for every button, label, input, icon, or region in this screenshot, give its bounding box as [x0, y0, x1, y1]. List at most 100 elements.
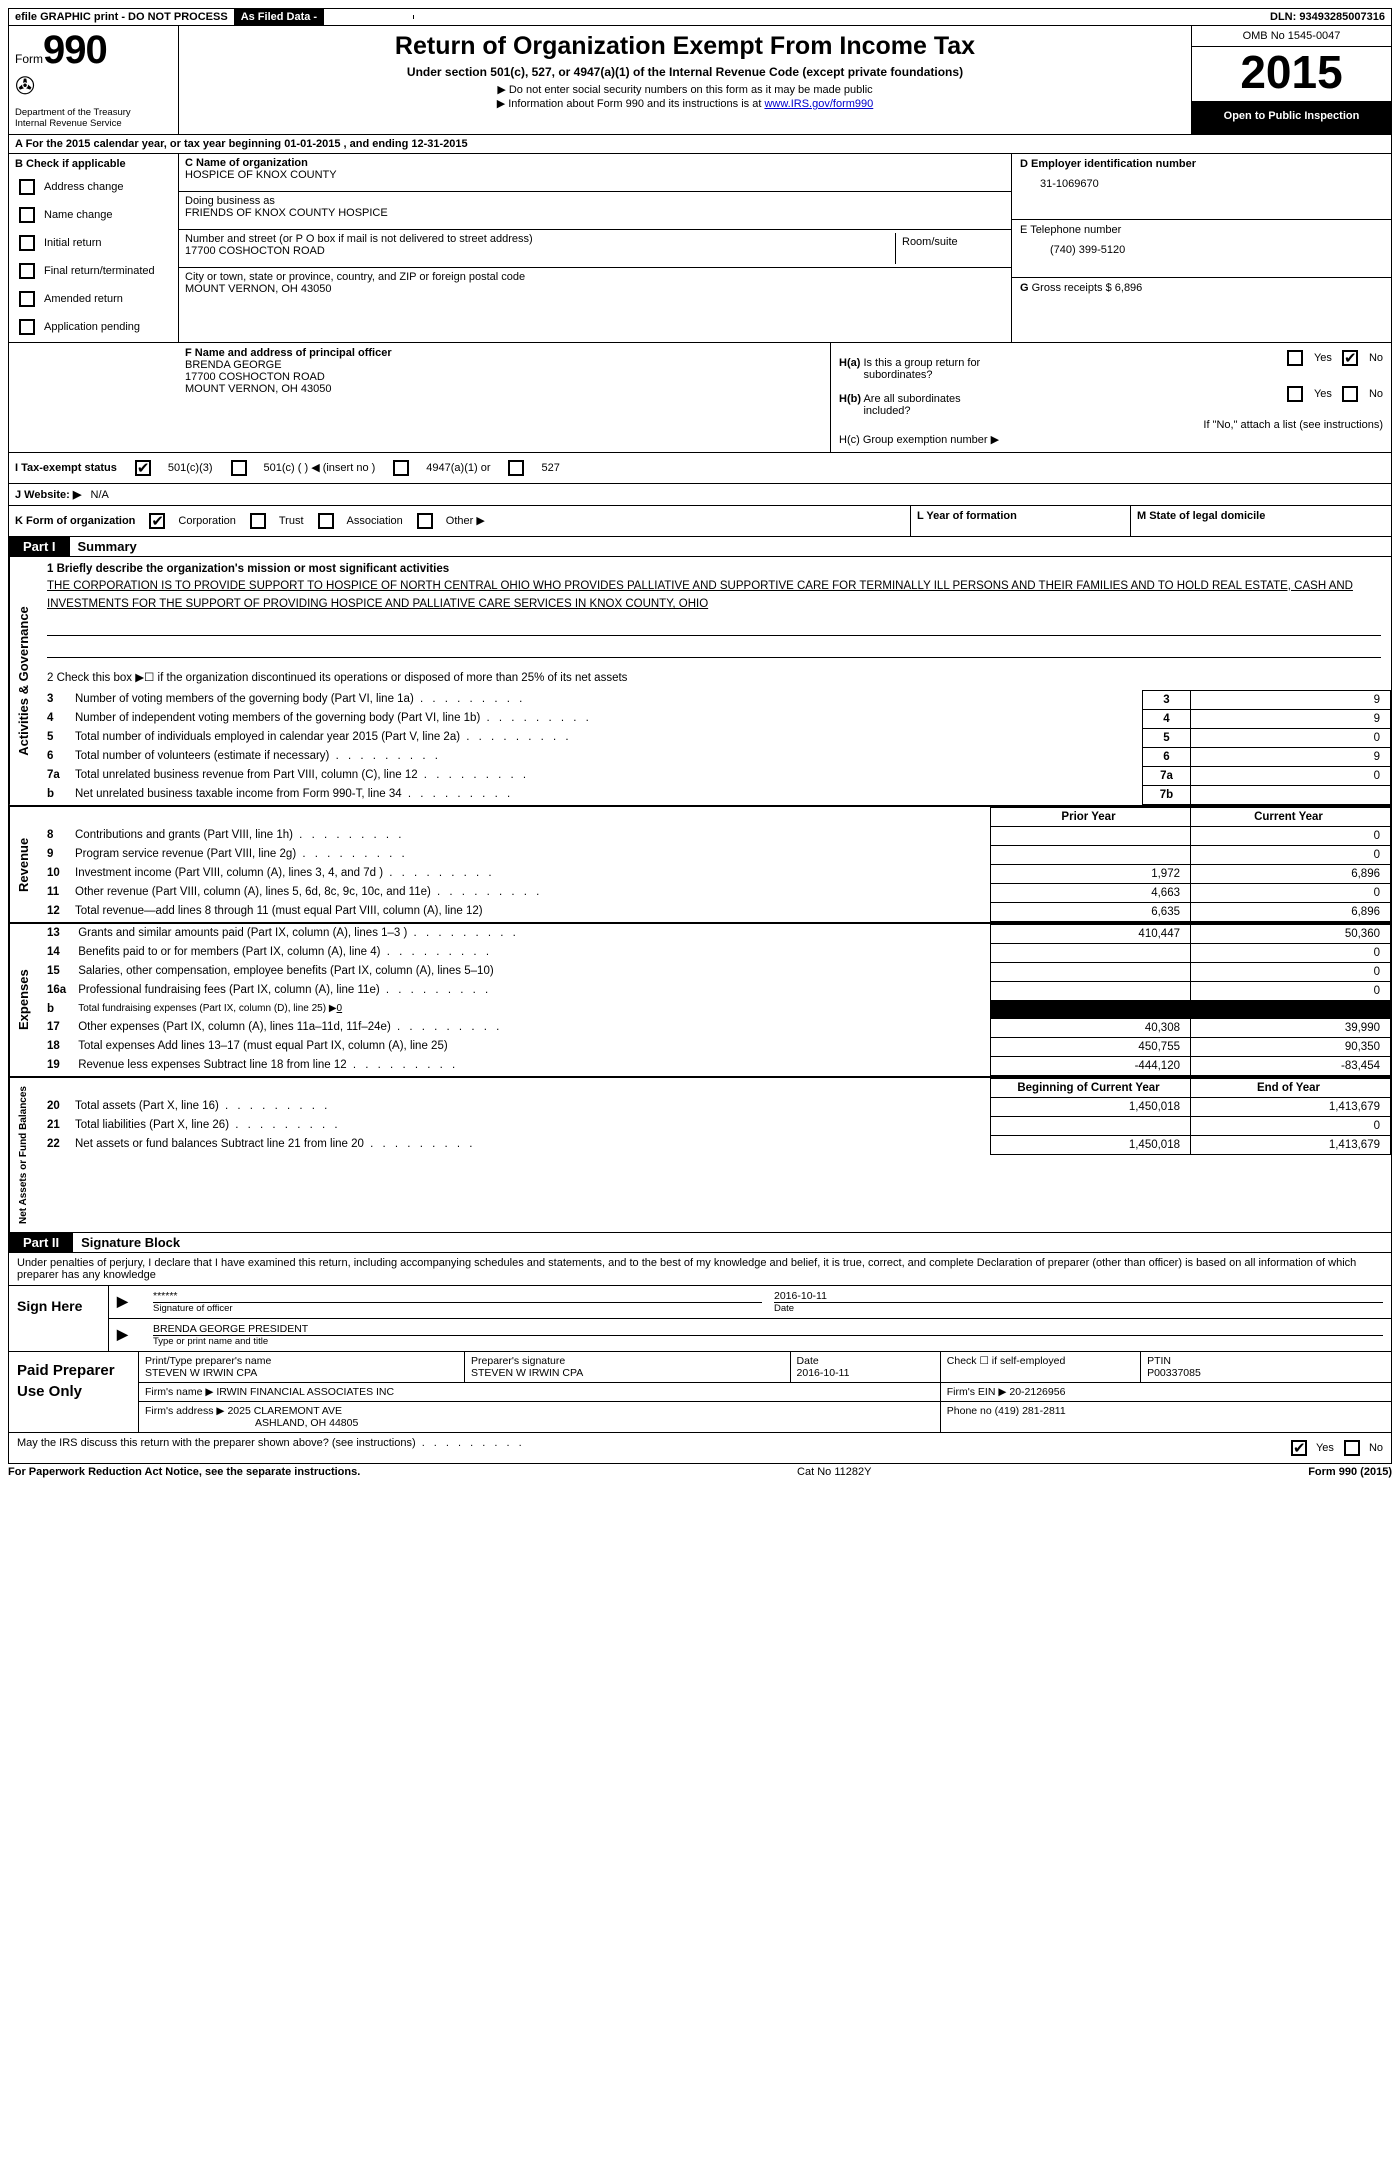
line-20: 20Total assets (Part X, line 16)1,450,01…: [37, 1097, 1391, 1116]
prior-year-hdr: Prior Year: [991, 807, 1191, 826]
line-8-curr: 0: [1191, 826, 1391, 845]
chk-final-return: Final return/terminated: [15, 260, 172, 282]
chk-assoc[interactable]: [318, 513, 334, 529]
discuss-question: May the IRS discuss this return with the…: [17, 1437, 525, 1459]
chk-501c[interactable]: [231, 460, 247, 476]
line-14-curr: 0: [1191, 943, 1391, 962]
chk-4947[interactable]: [393, 460, 409, 476]
ha-no-label: No: [1369, 352, 1383, 364]
section-l: L Year of formation: [911, 506, 1131, 536]
chk-app-pending-label: Application pending: [44, 321, 140, 333]
line-7a-val: 0: [1191, 766, 1391, 785]
chk-initial-return-box[interactable]: [19, 235, 35, 251]
line-7b-desc: Net unrelated business taxable income fr…: [69, 785, 1143, 804]
line-16a-curr: 0: [1191, 981, 1391, 1000]
chk-527[interactable]: [508, 460, 524, 476]
line-8: 8Contributions and grants (Part VIII, li…: [37, 826, 1391, 845]
j-label: J Website: ▶: [15, 489, 81, 501]
line-22: 22Net assets or fund balances Subtract l…: [37, 1135, 1391, 1154]
sig-officer-cell: ****** Signature of officer: [153, 1290, 762, 1314]
firm-addr2: ASHLAND, OH 44805: [255, 1417, 358, 1429]
rev-header: Prior Year Current Year: [37, 807, 1391, 826]
lbl-other: Other ▶: [446, 514, 485, 527]
chk-corp[interactable]: [149, 513, 165, 529]
line-14-prior: [991, 943, 1191, 962]
mission-label: 1 Briefly describe the organization's mi…: [47, 563, 449, 575]
chk-amended-label: Amended return: [44, 293, 123, 305]
line-9-curr: 0: [1191, 845, 1391, 864]
chk-501c3[interactable]: [135, 460, 151, 476]
street-label: Number and street (or P O box if mail is…: [185, 233, 895, 245]
line-13: 13Grants and similar amounts paid (Part …: [37, 924, 1391, 943]
ha-yes[interactable]: [1287, 350, 1303, 366]
section-k: K Form of organization Corporation Trust…: [8, 506, 1392, 537]
footer-right: Form 990 (2015): [1308, 1466, 1392, 1478]
irs-link[interactable]: www.IRS.gov/form990: [764, 98, 873, 110]
blank-line-1: [47, 620, 1381, 636]
line-4-val: 9: [1191, 709, 1391, 728]
chk-other[interactable]: [417, 513, 433, 529]
line-12-desc: Total revenue—add lines 8 through 11 (mu…: [69, 902, 991, 921]
line-4: 4Number of independent voting members of…: [37, 709, 1391, 728]
discuss-yes[interactable]: [1291, 1440, 1307, 1456]
prep-date-label: Date: [797, 1355, 934, 1367]
line-16a-prior: [991, 981, 1191, 1000]
k-label: K Form of organization: [15, 515, 135, 527]
arrow-icon-2: ▶: [117, 1326, 141, 1343]
part-ii-tag: Part II: [9, 1233, 73, 1252]
lbl-501c3: 501(c)(3): [168, 462, 213, 474]
line-3-desc: Number of voting members of the governin…: [69, 690, 1143, 709]
line-18: 18Total expenses Add lines 13–17 (must e…: [37, 1037, 1391, 1056]
gov-lines: 3Number of voting members of the governi…: [37, 690, 1391, 805]
sig-stars: ******: [153, 1290, 762, 1302]
line-4-desc: Number of independent voting members of …: [69, 709, 1143, 728]
street-cell: Number and street (or P O box if mail is…: [179, 230, 1011, 268]
side-label-activities: Activities & Governance: [9, 557, 37, 805]
section-a-year: A For the 2015 calendar year, or tax yea…: [8, 135, 1392, 154]
firm-phone-lbl: Phone no: [947, 1405, 995, 1417]
part-ii-heading: Part II Signature Block: [8, 1233, 1392, 1253]
section-m: M State of legal domicile: [1131, 506, 1391, 536]
chk-name-change-box[interactable]: [19, 207, 35, 223]
line-22-curr: 1,413,679: [1191, 1135, 1391, 1154]
chk-amended: Amended return: [15, 288, 172, 310]
irs-seal-icon: ✇: [15, 72, 172, 101]
ha-no[interactable]: [1342, 350, 1358, 366]
mission-text: THE CORPORATION IS TO PROVIDE SUPPORT TO…: [47, 577, 1381, 614]
dba-cell: Doing business as FRIENDS OF KNOX COUNTY…: [179, 192, 1011, 230]
form-number: Form990: [15, 32, 172, 68]
chk-address-change-box[interactable]: [19, 179, 35, 195]
note-ssn: ▶ Do not enter social security numbers o…: [189, 83, 1181, 96]
chk-app-pending: Application pending: [15, 316, 172, 338]
line-4-box: 4: [1143, 709, 1191, 728]
chk-final-return-box[interactable]: [19, 263, 35, 279]
discuss-no[interactable]: [1344, 1440, 1360, 1456]
chk-trust[interactable]: [250, 513, 266, 529]
h-a: H(a) Is this a group return for subordin…: [839, 347, 1383, 381]
line-7a-box: 7a: [1143, 766, 1191, 785]
chk-app-pending-box[interactable]: [19, 319, 35, 335]
line-16a: 16aProfessional fundraising fees (Part I…: [37, 981, 1391, 1000]
hb-yes[interactable]: [1287, 386, 1303, 402]
sig-row-2: ▶ BRENDA GEORGE PRESIDENT Type or print …: [109, 1319, 1391, 1351]
chk-amended-box[interactable]: [19, 291, 35, 307]
org-name-cell: C Name of organization HOSPICE OF KNOX C…: [179, 154, 1011, 192]
firm-addr-lbl: Firm's address ▶: [145, 1405, 225, 1417]
line-5-desc: Total number of individuals employed in …: [69, 728, 1143, 747]
footer: For Paperwork Reduction Act Notice, see …: [8, 1466, 1392, 1478]
line-21-curr: 0: [1191, 1116, 1391, 1135]
line-12: 12Total revenue—add lines 8 through 11 (…: [37, 902, 1391, 921]
blank-line-2: [47, 642, 1381, 658]
room-suite: Room/suite: [895, 233, 1005, 264]
hb-no[interactable]: [1342, 386, 1358, 402]
as-filed-blank: [324, 15, 414, 19]
paid-preparer-block: Paid Preparer Use Only Print/Type prepar…: [8, 1352, 1392, 1433]
prep-row-2: Firm's name ▶ IRWIN FINANCIAL ASSOCIATES…: [139, 1382, 1391, 1401]
topbar: efile GRAPHIC print - DO NOT PROCESS As …: [8, 8, 1392, 26]
form-title: Return of Organization Exempt From Incom…: [189, 32, 1181, 61]
line-15-curr: 0: [1191, 962, 1391, 981]
lbl-527: 527: [541, 462, 559, 474]
note-link-pre: ▶ Information about Form 990 and its ins…: [497, 98, 765, 110]
line-b-desc: Total fundraising expenses (Part IX, col…: [72, 1000, 990, 1018]
sig-name-cell: BRENDA GEORGE PRESIDENT Type or print na…: [153, 1323, 1383, 1347]
